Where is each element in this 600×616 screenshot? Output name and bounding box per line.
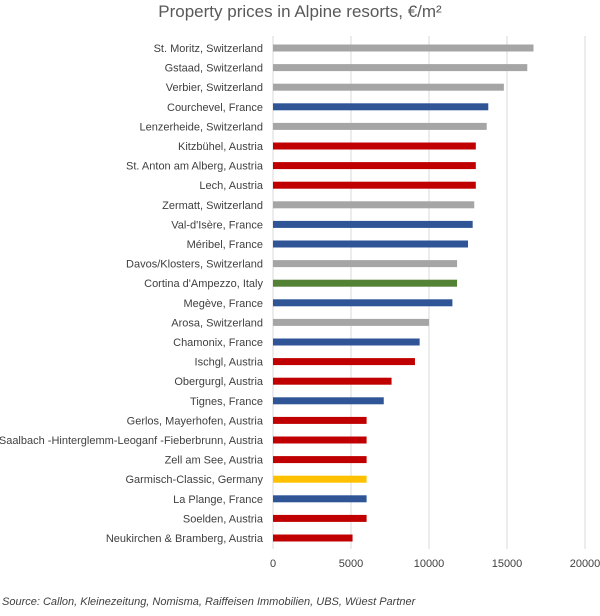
- bar: [273, 142, 476, 150]
- bar: [273, 299, 453, 307]
- bar: [273, 103, 489, 111]
- bar: [273, 240, 468, 248]
- category-label: Zermatt, Switzerland: [162, 200, 263, 212]
- bar: [273, 201, 475, 209]
- bar: [273, 475, 367, 483]
- bar: [273, 456, 367, 464]
- x-tick-label: 15000: [492, 558, 523, 570]
- category-label: St. Anton am Alberg, Austria: [126, 161, 264, 173]
- x-tick-label: 5000: [339, 558, 363, 570]
- source-note: Source: Callon, Kleinezeitung, Nomisma, …: [2, 596, 416, 608]
- category-label: Verbier, Switzerland: [166, 82, 263, 94]
- category-label: Arosa, Switzerland: [171, 317, 263, 329]
- bar: [273, 495, 367, 503]
- bar: [273, 122, 487, 130]
- bar: [273, 514, 367, 522]
- category-label: Chamonix, France: [173, 337, 263, 349]
- category-label: Ischgl, Austria: [195, 357, 264, 369]
- category-label: Zell am See, Austria: [165, 455, 264, 467]
- bar: [273, 436, 367, 444]
- category-label: Cortina d'Ampezzo, Italy: [144, 278, 263, 290]
- bar: [273, 534, 353, 542]
- category-label: Lech, Austria: [199, 180, 263, 192]
- bar: [273, 162, 476, 170]
- x-tick-label: 20000: [570, 558, 600, 570]
- bar: [273, 181, 476, 189]
- bar: [273, 260, 458, 268]
- bar: [273, 377, 392, 385]
- bar: [273, 397, 384, 405]
- bar: [273, 83, 504, 91]
- category-label: Lenzerheide, Switzerland: [139, 121, 263, 133]
- category-label: Davos/Klosters, Switzerland: [126, 259, 263, 271]
- x-tick-label: 0: [270, 558, 276, 570]
- category-label: La Plange, France: [173, 494, 263, 506]
- bar: [273, 279, 458, 287]
- category-label: Megève, France: [184, 298, 263, 310]
- bar: [273, 64, 528, 72]
- bar: [273, 338, 420, 346]
- category-label: Obergurgl, Austria: [174, 376, 264, 388]
- bar: [273, 220, 473, 228]
- category-label: Gerlos, Mayerhofen, Austria: [127, 415, 264, 427]
- category-label: Kitzbühel, Austria: [178, 141, 264, 153]
- category-label: St. Moritz, Switzerland: [154, 43, 263, 55]
- category-label: Neukirchen & Bramberg, Austria: [106, 533, 264, 545]
- category-label: Soelden, Austria: [183, 513, 264, 525]
- bar: [273, 416, 367, 424]
- bar: [273, 318, 429, 326]
- category-label: Garmisch-Classic, Germany: [125, 474, 263, 486]
- category-label: Tignes, France: [190, 396, 263, 408]
- category-label: Courchevel, France: [167, 102, 263, 114]
- category-label: Saalbach -Hinterglemm-Leoganf -Fieberbru…: [0, 435, 264, 447]
- x-tick-label: 10000: [414, 558, 445, 570]
- category-label: Méribel, France: [187, 239, 263, 251]
- bar: [273, 358, 415, 366]
- chart-title: Property prices in Alpine resorts, €/m²: [158, 2, 442, 21]
- bar: [273, 44, 534, 52]
- category-label: Val-d'Isère, France: [171, 219, 263, 231]
- category-label: Gstaad, Switzerland: [165, 63, 263, 75]
